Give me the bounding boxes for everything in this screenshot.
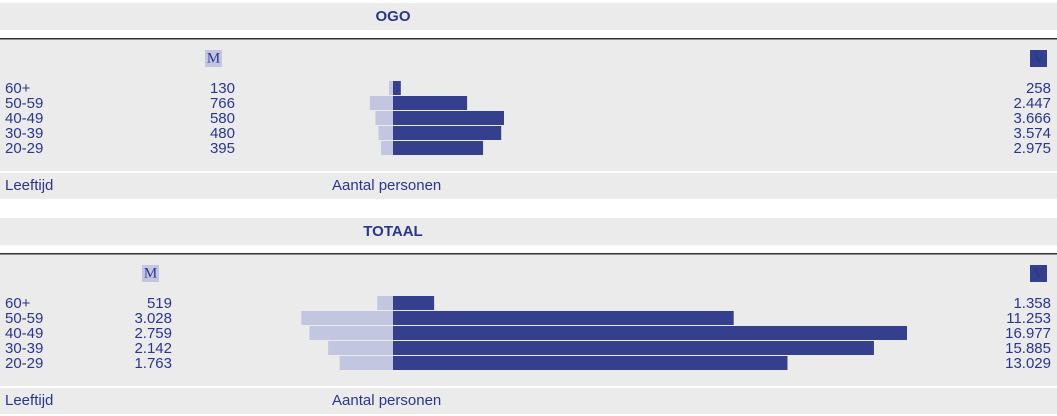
category-label: 20-29 <box>5 140 43 157</box>
value-label: 16.977 <box>1005 325 1051 342</box>
rule <box>0 38 1057 40</box>
value-label: 2.447 <box>1013 95 1051 112</box>
bar <box>301 311 393 325</box>
category-label: 50-59 <box>5 310 43 327</box>
value-label: 580 <box>210 110 235 127</box>
bar <box>309 326 393 340</box>
category-label: 60+ <box>5 295 31 312</box>
chart-title: OGO <box>375 8 410 25</box>
panel <box>0 38 1057 171</box>
rule <box>0 253 1057 255</box>
bar <box>389 81 393 95</box>
x-axis-label: Aantal personen <box>332 177 441 194</box>
bar <box>393 356 788 370</box>
bar <box>378 126 393 140</box>
title-bar <box>0 218 1057 245</box>
bar <box>393 81 401 95</box>
footer <box>0 388 1057 414</box>
category-label: 60+ <box>5 80 31 97</box>
value-label: 258 <box>1026 80 1051 97</box>
bar <box>393 126 502 140</box>
bar <box>369 96 393 110</box>
category-label: 50-59 <box>5 95 43 112</box>
bar <box>381 141 393 155</box>
value-label: 13.029 <box>1005 355 1051 372</box>
chart-title: TOTAAL <box>363 223 422 240</box>
bar <box>393 111 504 125</box>
legend-swatch <box>205 50 222 67</box>
x-axis-label: Aantal personen <box>332 392 441 409</box>
bar <box>393 326 907 340</box>
legend-label: V <box>1033 265 1044 281</box>
category-label: 40-49 <box>5 325 43 342</box>
legend-label: M <box>144 265 157 281</box>
bar <box>375 111 393 125</box>
bar <box>393 141 484 155</box>
y-axis-label: Leeftijd <box>5 392 53 409</box>
bar <box>393 311 734 325</box>
value-label: 1.358 <box>1013 295 1051 312</box>
bar <box>393 296 435 310</box>
category-label: 40-49 <box>5 110 43 127</box>
value-label: 766 <box>210 95 235 112</box>
footer <box>0 173 1057 199</box>
y-axis-label: Leeftijd <box>5 177 53 194</box>
bar <box>339 356 393 370</box>
bar <box>328 341 393 355</box>
title-bar <box>0 3 1057 30</box>
bar <box>377 296 393 310</box>
value-label: 11.253 <box>1006 310 1051 327</box>
value-label: 2.975 <box>1013 140 1051 157</box>
value-label: 519 <box>147 295 172 312</box>
category-label: 20-29 <box>5 355 43 372</box>
category-label: 30-39 <box>5 125 43 142</box>
bar <box>393 341 874 355</box>
value-label: 3.028 <box>134 310 172 327</box>
legend-swatch <box>1030 265 1047 282</box>
category-label: 30-39 <box>5 340 43 357</box>
legend-label: V <box>1033 50 1044 66</box>
value-label: 3.666 <box>1013 110 1051 127</box>
legend-label: M <box>207 50 220 66</box>
bar <box>393 96 468 110</box>
value-label: 2.142 <box>134 340 172 357</box>
value-label: 3.574 <box>1013 125 1051 142</box>
value-label: 395 <box>210 140 235 157</box>
value-label: 15.885 <box>1005 340 1051 357</box>
value-label: 480 <box>210 125 235 142</box>
value-label: 130 <box>210 80 235 97</box>
value-label: 1.763 <box>134 355 172 372</box>
legend-swatch <box>1030 50 1047 67</box>
value-label: 2.759 <box>134 325 172 342</box>
legend-swatch <box>142 265 159 282</box>
